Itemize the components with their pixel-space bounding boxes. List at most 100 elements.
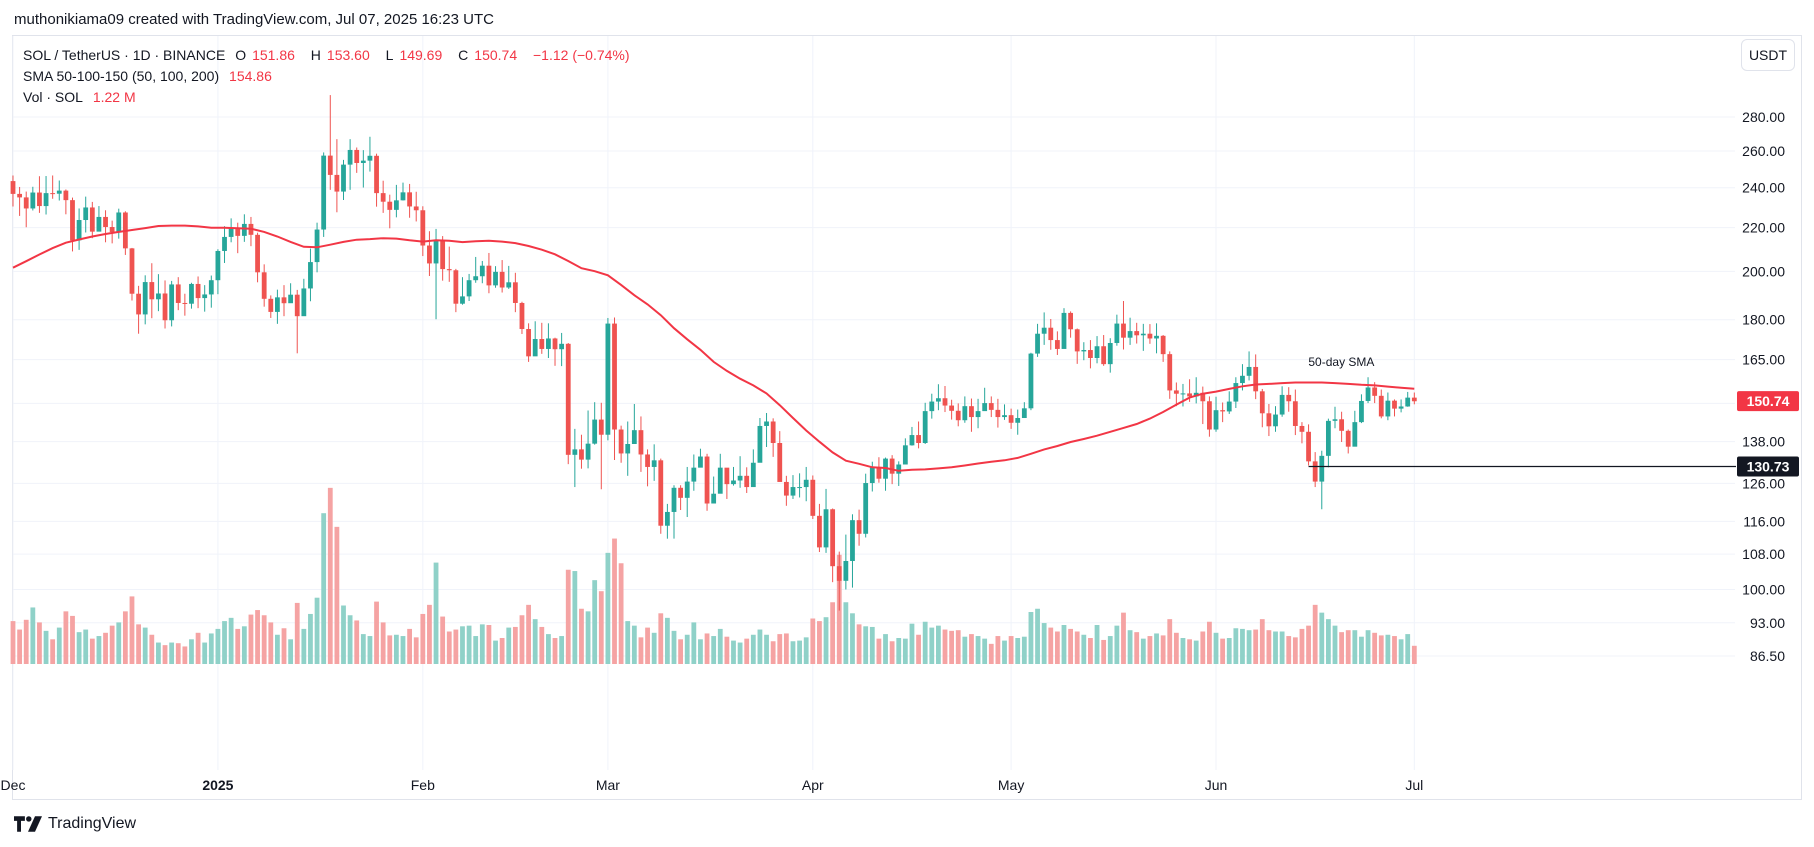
volume-bar xyxy=(1266,630,1272,664)
candle xyxy=(17,186,23,216)
candle-body xyxy=(1114,323,1120,344)
candle xyxy=(618,425,624,463)
time-axis-label: Jun xyxy=(1205,777,1228,793)
volume-bar xyxy=(618,563,624,664)
candle xyxy=(506,265,512,289)
candle-body xyxy=(83,207,89,221)
candle-body xyxy=(281,297,287,304)
candle-body xyxy=(625,443,631,454)
candle-body xyxy=(552,338,558,350)
candle-body xyxy=(1207,401,1212,430)
candle xyxy=(1352,410,1358,447)
candle xyxy=(175,277,181,311)
volume-bar xyxy=(1273,631,1278,664)
candle xyxy=(598,402,604,490)
candle-body xyxy=(23,197,29,209)
volume-bar xyxy=(698,639,703,664)
volume-bar xyxy=(387,635,393,664)
price-axis-label: 108.00 xyxy=(1742,546,1785,562)
candle-body xyxy=(70,200,75,241)
candle xyxy=(850,514,855,588)
candle-body xyxy=(1398,406,1404,409)
candle-body xyxy=(512,282,518,303)
ohlc-low: L 149.69 xyxy=(385,47,443,63)
price-axis-label: 240.00 xyxy=(1742,180,1785,196)
candle xyxy=(942,385,948,413)
volume-bar xyxy=(711,636,717,664)
volume-bar xyxy=(440,616,446,664)
last-price-tag: 150.74 xyxy=(1737,391,1799,412)
volume-bar xyxy=(1061,625,1067,664)
candle-body xyxy=(63,190,69,201)
candle xyxy=(546,323,551,359)
candle-body xyxy=(863,483,869,534)
candle-body xyxy=(1325,420,1331,456)
candle xyxy=(479,260,485,284)
candle xyxy=(579,434,584,469)
volume-bar xyxy=(268,622,274,664)
candle xyxy=(189,282,194,309)
price-axis-label: 180.00 xyxy=(1742,312,1785,328)
candle xyxy=(23,191,29,228)
candle-body xyxy=(790,487,796,496)
currency-button[interactable]: USDT xyxy=(1741,39,1795,71)
volume-bar xyxy=(1173,632,1179,664)
candle-body xyxy=(843,560,849,581)
candle-body xyxy=(618,429,624,454)
candle xyxy=(215,249,221,295)
candle-body xyxy=(856,520,862,534)
candle-body xyxy=(460,296,465,304)
sma-50-line xyxy=(12,224,1415,472)
volume-bar xyxy=(539,626,545,664)
volume-bar xyxy=(598,591,604,664)
line-price-tag: 130.73 xyxy=(1737,456,1799,477)
volume-bar xyxy=(446,631,452,664)
volume-bar xyxy=(929,627,935,664)
volume-bar xyxy=(136,624,141,664)
candle xyxy=(519,301,525,334)
candle xyxy=(936,384,941,411)
candle xyxy=(876,457,882,483)
volume-bar xyxy=(473,636,479,664)
candle xyxy=(103,210,108,243)
candle xyxy=(645,449,650,487)
candle-body xyxy=(314,229,320,263)
candle-body xyxy=(664,511,670,526)
candle xyxy=(347,139,353,190)
volume-bar xyxy=(354,620,360,664)
tradingview-footer[interactable]: TradingView xyxy=(14,815,136,833)
candle xyxy=(182,293,188,316)
candle-body xyxy=(717,467,723,494)
time-axis-label: May xyxy=(998,777,1024,793)
volume-bar xyxy=(724,636,730,664)
candle-body xyxy=(1226,401,1232,412)
volume-bar xyxy=(56,627,62,664)
candle-body xyxy=(308,262,313,289)
candle-body xyxy=(1299,425,1305,432)
volume-bar xyxy=(380,622,386,664)
candle xyxy=(1411,392,1417,405)
candle xyxy=(883,457,888,491)
candle-body xyxy=(367,155,373,161)
volume-bar xyxy=(1325,619,1331,664)
price-change: −1.12 (−0.74%) xyxy=(533,47,630,63)
candle xyxy=(268,295,274,318)
candle-body xyxy=(764,421,769,426)
candle xyxy=(493,266,498,288)
volume-bar xyxy=(889,641,895,664)
candle xyxy=(341,159,346,200)
volume-bar xyxy=(202,642,208,664)
volume-bar xyxy=(962,636,968,664)
candle xyxy=(737,456,743,488)
volume-bar xyxy=(189,639,194,664)
volume-bar xyxy=(374,601,379,664)
volume-bar xyxy=(863,626,869,664)
candle xyxy=(1226,391,1232,414)
candle xyxy=(142,275,148,325)
candle-body xyxy=(532,339,538,357)
volume-bar xyxy=(1088,638,1093,664)
volume-bar xyxy=(1187,639,1192,664)
candle-body xyxy=(969,406,974,418)
attribution-header: muthonikiama09 created with TradingView.… xyxy=(14,11,494,28)
